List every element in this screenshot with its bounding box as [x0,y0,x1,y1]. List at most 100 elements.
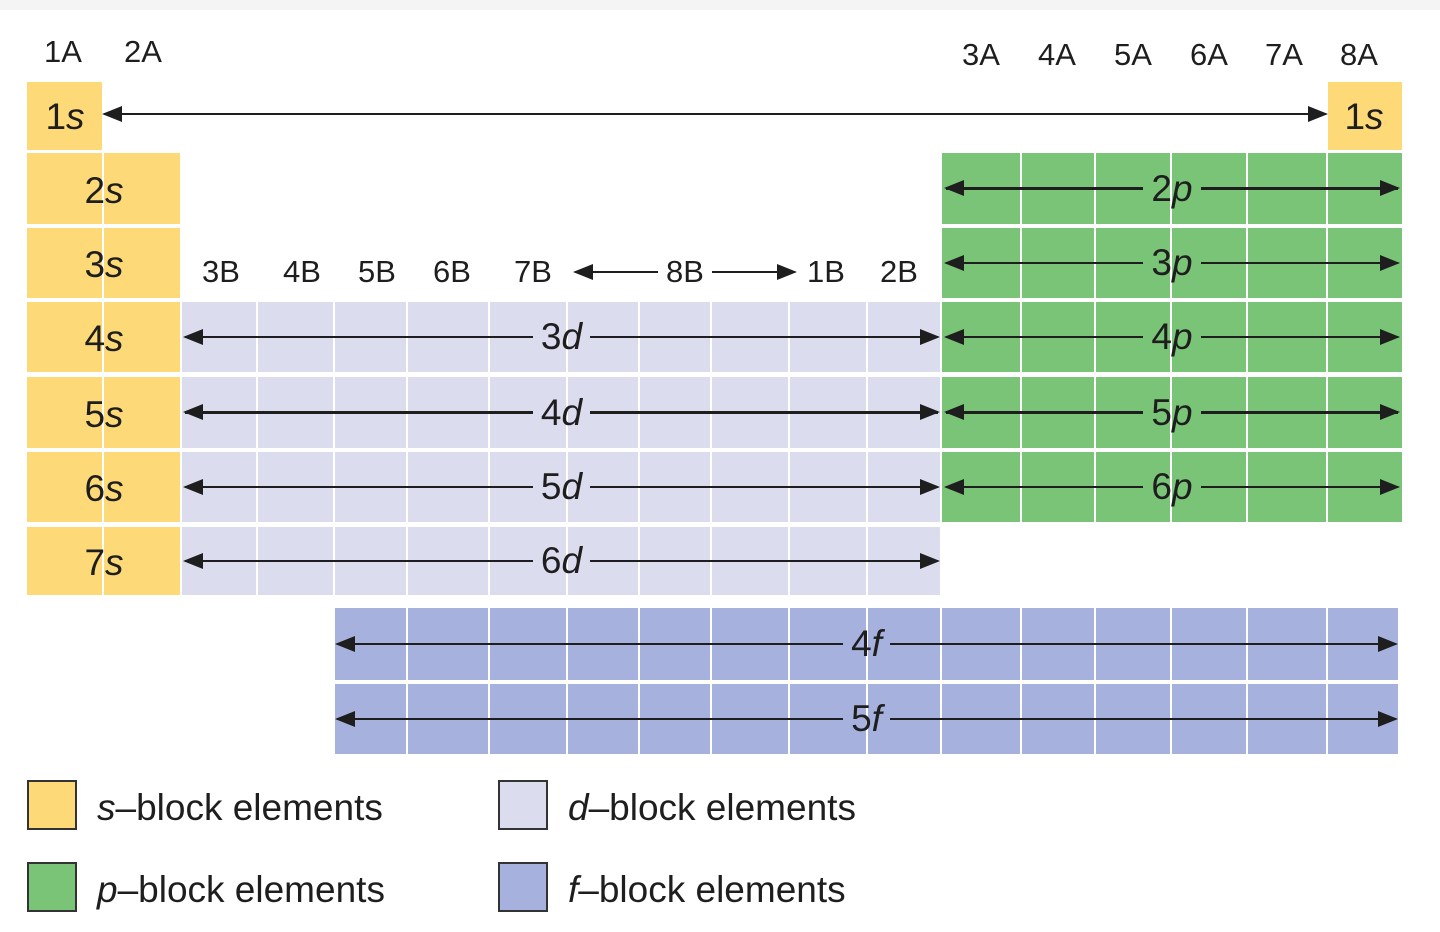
legend-block-letter: s [97,787,116,828]
label-number: 5 [84,393,106,435]
legend-label-p: p–block elements [97,869,385,911]
label-number: 4 [1151,316,1172,357]
legend-block-letter: d [568,787,589,828]
label-subshell: s [1365,96,1384,137]
label-subshell: d [561,391,583,433]
left-arrow [183,405,533,419]
s-row-label-4s: 4s [84,318,123,360]
label-number: 3 [1151,242,1172,283]
p-row-6p: 6p [943,466,1401,507]
s-block-cell [27,302,102,372]
group-label-3B: 3B [202,254,240,289]
d-row-5d: 5d [183,467,940,507]
left-arrow [943,479,1144,494]
group-label-3A: 3A [962,37,1000,72]
group-label-4B: 4B [283,254,321,289]
s-block-cell [27,228,102,298]
legend-label-s: s–block elements [97,787,383,829]
arrow-label: 8B [666,254,704,289]
label-number: 6 [540,540,562,581]
group-label-2A: 2A [124,34,162,69]
label-subshell: p [1172,242,1193,283]
label-subshell: p [1172,466,1193,507]
legend-text: –block elements [117,869,385,910]
legend-swatch-p [27,862,77,912]
right-arrow [590,553,940,568]
group-label-1A: 1A [44,34,82,69]
left-arrow [183,479,533,494]
s-row-label-3s: 3s [84,244,123,286]
label-number: 5 [1151,391,1172,433]
left-arrow [943,181,1144,195]
left-arrow [183,329,533,344]
right-arrow [1200,405,1401,419]
arrow-label: 4d [533,391,590,433]
p-row-5p: 5p [943,391,1401,433]
arrow-label: 3p [1143,243,1200,283]
group-label-6B: 6B [433,254,471,289]
right-arrow [590,329,940,344]
s-block-cell [104,527,180,595]
arrow-label: 2p [1143,167,1200,209]
group-label-5B: 5B [358,254,396,289]
right-arrow [711,264,798,279]
left-arrow [334,711,844,726]
label-subshell: s [105,542,124,583]
label-number: 5 [851,698,872,739]
group-label-7A: 7A [1265,37,1303,72]
label-number: 1 [45,96,67,137]
s-block-cell [104,377,180,448]
right-arrow [1200,255,1401,270]
group-label-8A: 8A [1340,37,1378,72]
label-number: 3 [540,316,562,357]
d-row-3d: 3d [183,317,940,357]
label-subshell: d [561,316,583,357]
label-subshell: s [105,244,124,285]
s-block-cell [27,153,102,224]
label-subshell: s [105,393,124,435]
legend-swatch-f [498,862,548,912]
label-number: 2 [1151,167,1172,209]
arrow-label: 6d [533,541,590,581]
arrow-label: 5p [1143,391,1200,433]
right-arrow [889,711,1399,726]
right-arrow [590,405,940,419]
s-block-cell [104,153,180,224]
s-row-label-1s: 1s [45,96,84,138]
legend-label-d: d–block elements [568,787,856,829]
right-arrow [1200,329,1401,344]
right-arrow [1200,181,1401,195]
s-block-cell [104,228,180,298]
s-block-cell [104,452,180,522]
legend-text: –block elements [588,787,856,828]
legend-block-letter: p [97,869,118,910]
s-block-cell [27,527,102,595]
p-row-3p: 3p [943,243,1401,283]
f-row-4f: 4f [334,623,1399,664]
label-number: 4 [851,623,872,664]
label-subshell: p [1172,316,1193,357]
group-label-2B: 2B [880,254,918,289]
d-row-4d: 4d [183,391,940,433]
label-subshell: p [1172,167,1193,209]
p-row-4p: 4p [943,316,1401,357]
right-arrow [889,636,1399,651]
group-label-7B: 7B [514,254,552,289]
left-arrow [334,636,844,651]
label-number: 2 [84,169,106,211]
label-number: 4 [540,391,562,433]
left-arrow [183,553,533,568]
left-arrow [572,264,659,279]
label-subshell: f [871,698,882,739]
s-row-label-5s: 5s [84,394,123,436]
label-subshell: d [561,540,583,581]
arrow-label: 5d [533,467,590,507]
arrow-label: 3d [533,317,590,357]
right-arrow [590,479,940,494]
group-label-6A: 6A [1190,37,1228,72]
label-subshell: s [105,169,124,211]
left-arrow [943,255,1144,270]
legend-swatch-d [498,780,548,830]
label-number: 5 [540,466,562,507]
right-arrow [1200,479,1401,494]
